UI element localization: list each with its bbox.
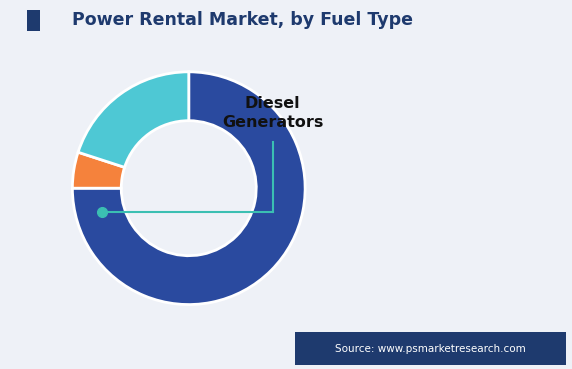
Wedge shape <box>73 72 305 304</box>
Text: Diesel
Generators: Diesel Generators <box>222 96 323 130</box>
Text: Power Rental Market, by Fuel Type: Power Rental Market, by Fuel Type <box>72 11 412 29</box>
Wedge shape <box>78 72 189 167</box>
Wedge shape <box>73 152 125 188</box>
Text: Source: www.psmarketresearch.com: Source: www.psmarketresearch.com <box>335 344 526 354</box>
